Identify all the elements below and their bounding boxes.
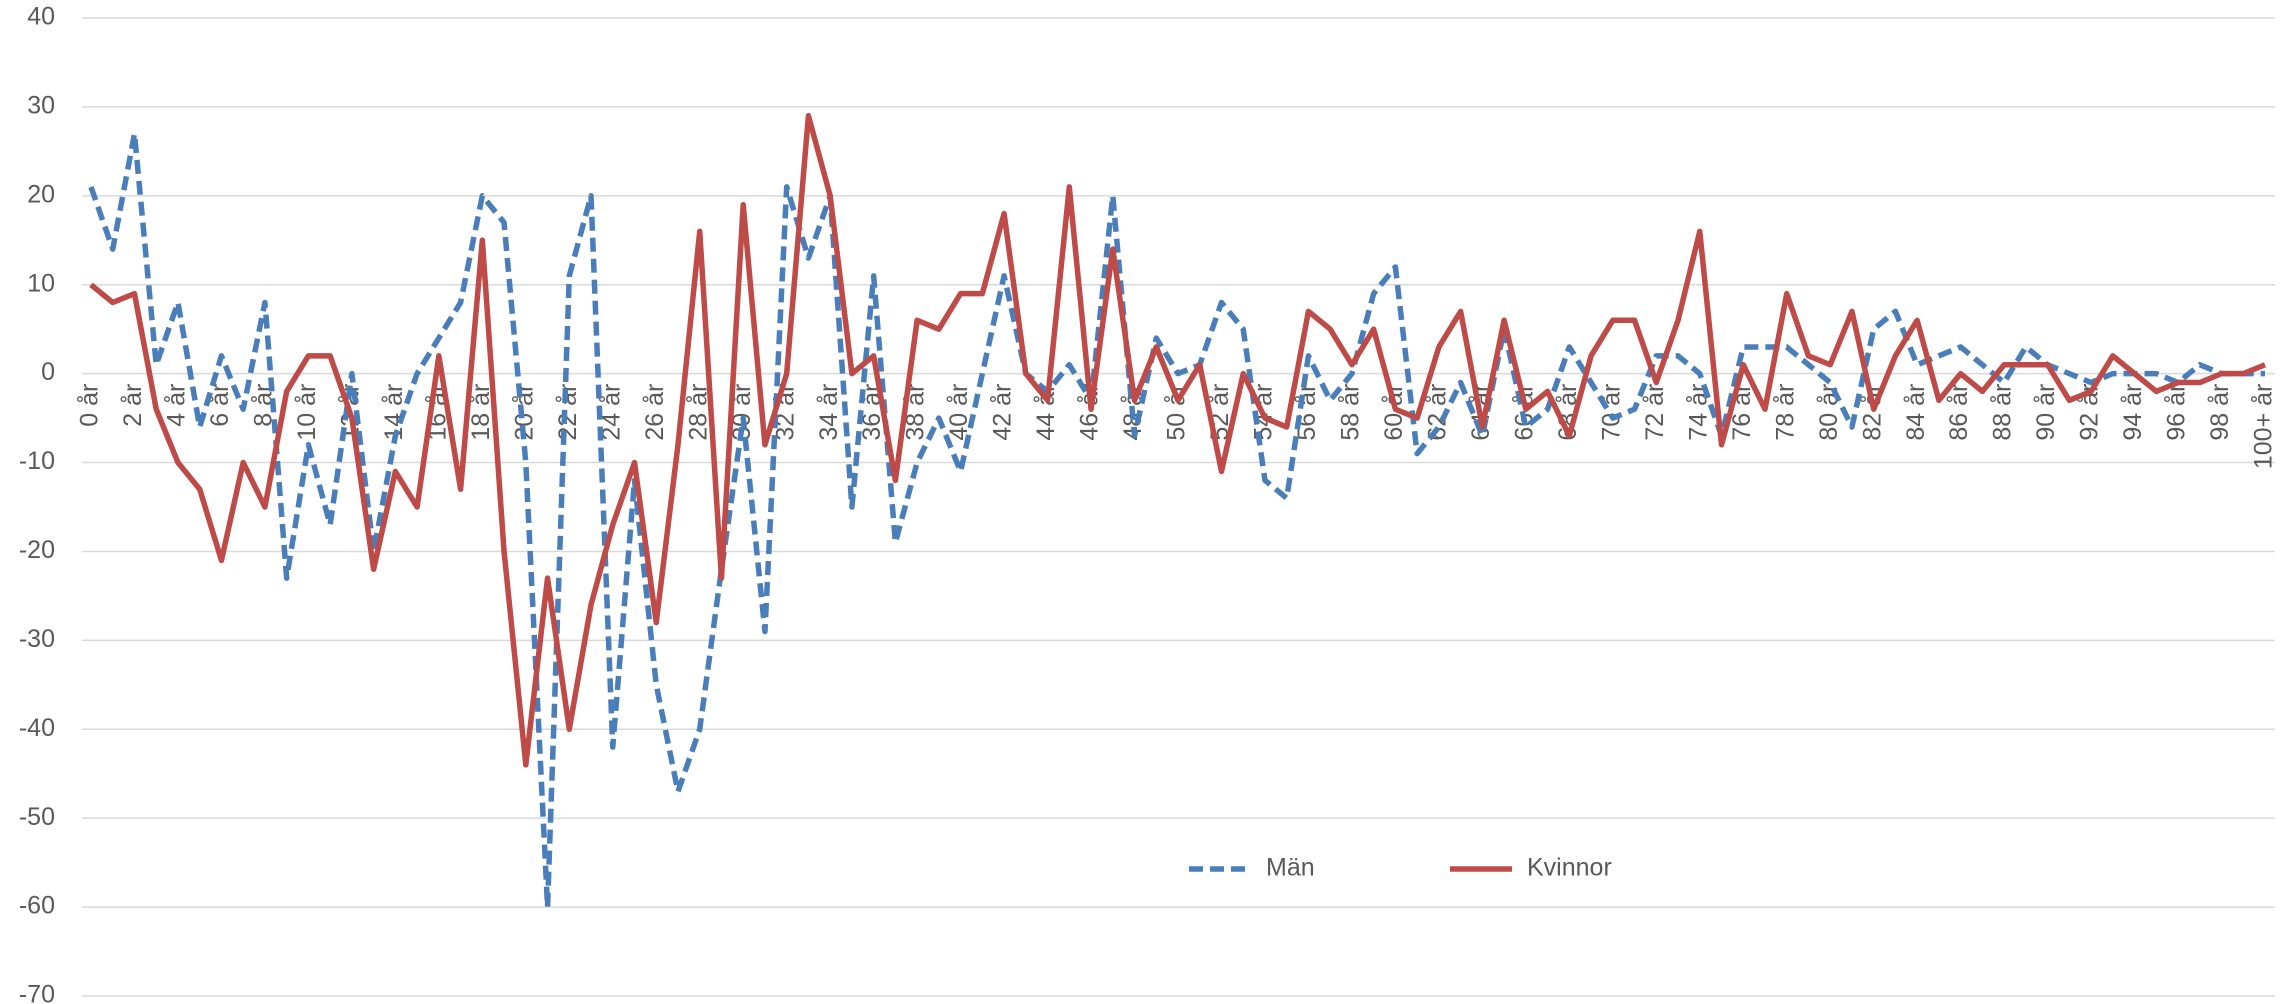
y-tick-label: 40 bbox=[27, 3, 55, 31]
x-tick-label: 94 år bbox=[2119, 384, 2147, 441]
x-tick-label: 86 år bbox=[1945, 384, 1973, 441]
x-tick-label: 4 år bbox=[163, 384, 191, 427]
y-tick-label: -20 bbox=[19, 536, 55, 564]
y-tick-label: -60 bbox=[19, 892, 55, 920]
y-tick-label: -30 bbox=[19, 625, 55, 653]
x-tick-label: 26 år bbox=[641, 384, 669, 441]
x-tick-label: 72 år bbox=[1641, 384, 1669, 441]
x-tick-label: 56 år bbox=[1293, 384, 1321, 441]
y-tick-label: -70 bbox=[19, 981, 55, 1004]
x-tick-label: 70 år bbox=[1597, 384, 1625, 441]
data-line bbox=[88, 130, 2265, 910]
x-tick-label: 6 år bbox=[206, 384, 234, 427]
legend-label: Kvinnor bbox=[1527, 854, 1612, 882]
y-tick-label: -40 bbox=[19, 714, 55, 742]
legend-label: Män bbox=[1266, 854, 1315, 882]
x-tick-label: 98 år bbox=[2206, 384, 2234, 441]
y-tick-label: 30 bbox=[27, 92, 55, 120]
x-tick-label: 34 år bbox=[815, 384, 843, 441]
y-tick-label: 20 bbox=[27, 180, 55, 208]
x-tick-label: 90 år bbox=[2032, 384, 2060, 441]
x-tick-label: 2 år bbox=[119, 384, 147, 427]
y-tick-label: 0 bbox=[41, 358, 55, 386]
x-tick-label: 40 år bbox=[945, 384, 973, 441]
x-tick-label: 96 år bbox=[2163, 384, 2191, 441]
x-tick-label: 84 år bbox=[1902, 384, 1930, 441]
x-tick-label: 58 år bbox=[1337, 384, 1365, 441]
x-tick-label: 88 år bbox=[1989, 384, 2017, 441]
data-line bbox=[89, 113, 2267, 768]
x-tick-label: 42 år bbox=[989, 384, 1017, 441]
x-tick-label: 80 år bbox=[1815, 384, 1843, 441]
x-tick-label: 10 år bbox=[293, 384, 321, 441]
y-tick-label: -50 bbox=[19, 803, 55, 831]
x-tick-label: 100+ år bbox=[2250, 384, 2278, 470]
x-tick-label: 78 år bbox=[1771, 384, 1799, 441]
x-tick-label: 0 år bbox=[76, 384, 104, 427]
y-tick-label: -10 bbox=[19, 447, 55, 475]
y-tick-label: 10 bbox=[27, 269, 55, 297]
